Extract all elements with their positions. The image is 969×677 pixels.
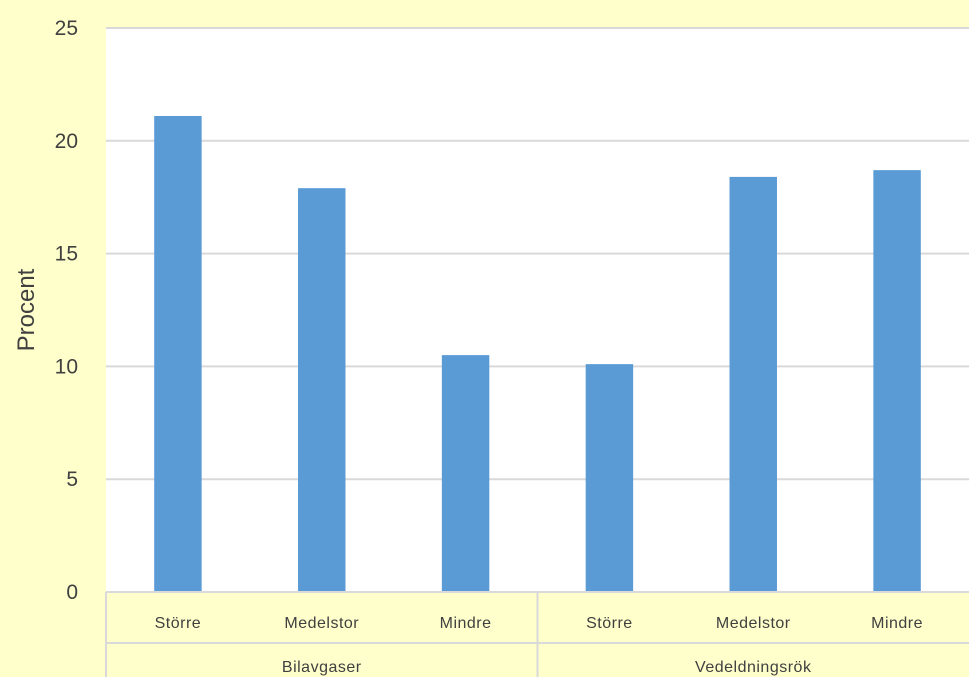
- y-tick-label: 5: [66, 468, 78, 491]
- x-category-label: Mindre: [440, 615, 492, 632]
- x-axis: Större Medelstor Mindre Bilavgaser Större Med…: [105, 591, 969, 677]
- bar-0-2: [441, 355, 490, 592]
- bar-0-1: [298, 188, 346, 592]
- x-group-label: Vedeldningsrök: [695, 659, 812, 676]
- y-tick-label: 0: [66, 581, 78, 604]
- bar-series: [154, 115, 921, 593]
- plot-area: [106, 28, 969, 677]
- x-category-label: Större: [586, 615, 633, 632]
- bar-1-0: [585, 364, 634, 592]
- x-category-label: Medelstor: [716, 615, 791, 632]
- y-axis-tick-labels: 0 5 10 15 20 25: [55, 17, 78, 604]
- bar-0-0: [154, 115, 202, 592]
- y-tick-label: 15: [55, 243, 78, 266]
- y-axis-label: Procent: [13, 268, 40, 351]
- x-category-label: Mindre: [871, 615, 923, 632]
- y-tick-label: 10: [55, 355, 78, 378]
- y-tick-label: 20: [55, 130, 78, 153]
- x-group-label: Bilavgaser: [282, 659, 362, 676]
- bar-1-2: [873, 170, 921, 593]
- x-category-label: Större: [155, 615, 202, 632]
- bar-1-1: [729, 176, 777, 592]
- x-category-label: Medelstor: [284, 615, 359, 632]
- y-tick-label: 25: [55, 17, 78, 40]
